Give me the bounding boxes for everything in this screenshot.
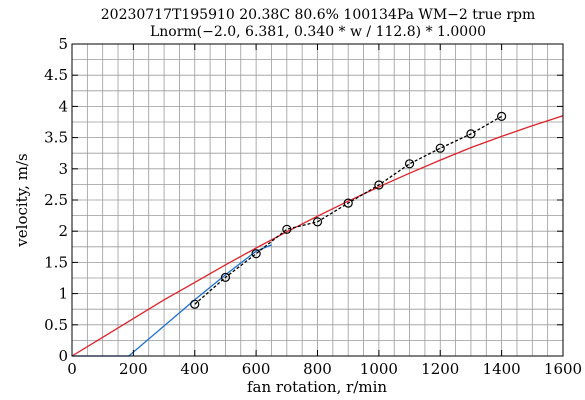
data-point bbox=[497, 111, 507, 121]
y-axis-label: velocity, m/s bbox=[13, 153, 31, 247]
data-point bbox=[404, 159, 415, 169]
data-point bbox=[282, 224, 292, 234]
x-tick-label: 1000 bbox=[360, 360, 398, 378]
series-model-curve bbox=[71, 115, 564, 357]
y-tick-label: 3 bbox=[58, 160, 68, 178]
series-line bbox=[72, 244, 272, 357]
data-point bbox=[220, 272, 231, 282]
x-tick-label: 600 bbox=[242, 360, 271, 378]
x-tick-label: 0 bbox=[67, 360, 77, 378]
chart-subtitle: Lnorm(−2.0, 6.381, 0.340 * w / 112.8) * … bbox=[150, 24, 486, 40]
x-tick-label: 1200 bbox=[421, 360, 459, 378]
series-line bbox=[71, 115, 564, 357]
data-point bbox=[374, 180, 384, 190]
data-point bbox=[251, 249, 261, 259]
x-tick-label: 200 bbox=[119, 360, 148, 378]
y-tick-label: 5 bbox=[58, 35, 68, 53]
series-line bbox=[194, 115, 502, 305]
data-point bbox=[435, 143, 445, 153]
y-tick-label: 1.5 bbox=[44, 253, 68, 271]
data-point bbox=[466, 129, 476, 139]
x-tick-label: 1400 bbox=[483, 360, 521, 378]
y-tick-label: 4.5 bbox=[44, 66, 68, 84]
y-tick-label: 3.5 bbox=[44, 129, 68, 147]
y-tick-label: 0.5 bbox=[44, 316, 68, 334]
series-linear-fit bbox=[72, 244, 272, 357]
y-tick-label: 4 bbox=[58, 97, 68, 115]
series-measurements bbox=[190, 111, 507, 309]
y-tick-label: 2.5 bbox=[44, 191, 68, 209]
y-tick-label: 0 bbox=[58, 347, 68, 365]
chart-title: 20230717T195910 20.38C 80.6% 100134Pa WM… bbox=[101, 7, 536, 23]
x-tick-label: 800 bbox=[303, 360, 332, 378]
x-tick-label: 400 bbox=[180, 360, 209, 378]
data-point bbox=[312, 217, 323, 227]
x-tick-label: 1600 bbox=[544, 360, 582, 378]
ticks: 0 200 400 600 800 1000 1200 1400 1600 0 0.5 1 1.5 2 2.… bbox=[44, 35, 582, 378]
y-tick-label: 2 bbox=[58, 222, 68, 240]
data-point bbox=[190, 299, 200, 309]
y-tick-label: 1 bbox=[58, 285, 68, 303]
data-point bbox=[343, 198, 353, 208]
x-axis-label: fan rotation, r/min bbox=[247, 378, 387, 396]
grid bbox=[72, 44, 563, 356]
